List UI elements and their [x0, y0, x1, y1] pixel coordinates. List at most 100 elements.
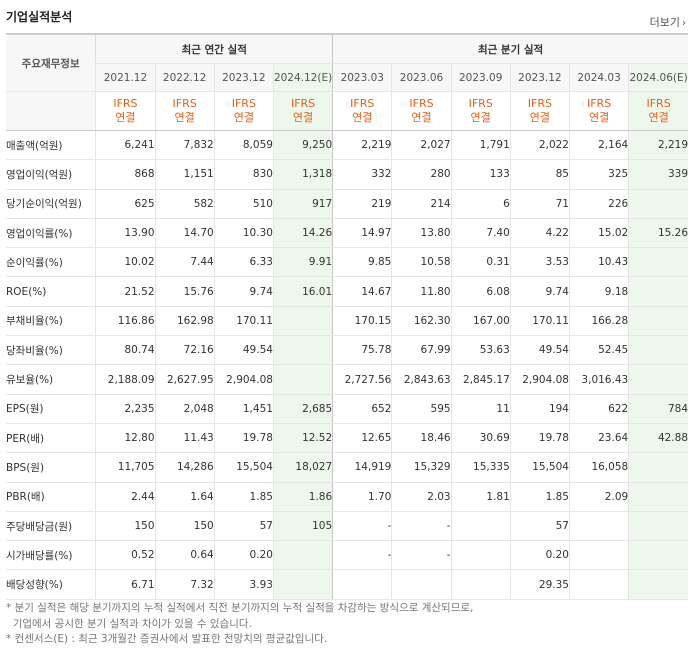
- table-cell: [391, 569, 452, 600]
- table-cell: 16.01: [272, 276, 333, 307]
- table-cell: 9.18: [568, 276, 629, 307]
- consolidated-text: 연결: [470, 111, 491, 124]
- table-cell: 80.74: [95, 335, 156, 366]
- period-header: 2024.03: [568, 63, 629, 92]
- table-cell: 332: [332, 159, 392, 190]
- row-label: 당기순이익(억원): [6, 189, 96, 219]
- table-cell: 170.11: [213, 305, 274, 337]
- ifrs-text: IFRS: [527, 97, 552, 110]
- footnote-1: * 분기 실적은 해당 분기까지의 누적 실적에서 직전 분기까지의 누적 실적…: [6, 602, 474, 614]
- table-cell: 3.53: [509, 247, 570, 278]
- table-cell: 15,335: [450, 452, 511, 483]
- table-cell: 16,058: [568, 452, 629, 483]
- table-cell: [332, 569, 392, 600]
- table-cell: 1,318: [272, 159, 333, 190]
- table-cell: 2,188.09: [95, 364, 156, 395]
- table-cell: 1,451: [213, 393, 274, 424]
- row-label: 시가배당률(%): [6, 540, 96, 571]
- table-cell: [272, 540, 333, 571]
- table-cell: 830: [213, 159, 274, 190]
- table-cell: 19.78: [213, 423, 274, 454]
- ifrs-text: IFRS: [350, 97, 375, 110]
- table-cell: 14,919: [332, 452, 392, 483]
- table-cell: 57: [509, 510, 570, 542]
- table-row: 시가배당률(%) 0.52 0.64 0.20- -0.20: [6, 540, 688, 571]
- ifrs-label: IFRS 연결: [272, 91, 333, 131]
- table-cell: 2,627.95: [154, 364, 215, 395]
- table-cell: 0.64: [154, 540, 215, 571]
- table-cell: 14.26: [272, 217, 333, 249]
- table-cell: 29.35: [509, 569, 570, 600]
- table-cell: 280: [391, 159, 452, 190]
- table-cell: 9.74: [213, 276, 274, 307]
- table-cell: -: [391, 510, 452, 542]
- stub-header: 주요재무정보: [6, 33, 96, 92]
- table-row: 주당배당금(원) 150 150 57 105- -57: [6, 510, 688, 542]
- table-cell: 1,791: [450, 130, 511, 161]
- ifrs-text: IFRS: [113, 97, 138, 110]
- table-row: 순이익률(%) 10.02 7.44 6.33 9.91 9.85 10.58 0.31 3.5…: [6, 247, 688, 278]
- more-link[interactable]: 더보기 ›: [650, 14, 686, 30]
- table-cell: 52.45: [568, 335, 629, 366]
- table-cell: 19.78: [509, 423, 570, 454]
- table-cell: 15.76: [154, 276, 215, 307]
- ifrs-label: IFRS 연결: [568, 91, 629, 131]
- table-cell: 170.11: [509, 305, 570, 337]
- table-cell: [628, 276, 688, 307]
- table-row: ROE(%) 21.52 15.76 9.74 16.01 14.67 11.80 6.08 9…: [6, 276, 688, 307]
- table-cell: [450, 569, 511, 600]
- ifrs-text: IFRS: [468, 97, 493, 110]
- consolidated-text: 연결: [292, 111, 314, 124]
- ifrs-text: IFRS: [290, 97, 316, 110]
- table-cell: 11,705: [95, 452, 156, 483]
- period-header: 2023.09: [450, 63, 511, 92]
- period-header: 2021.12: [95, 63, 156, 92]
- table-cell: 4.22: [509, 217, 570, 249]
- ifrs-label: IFRS 연결: [213, 91, 274, 131]
- table-cell: [568, 540, 629, 571]
- table-cell: 57: [213, 510, 274, 542]
- table-cell: 219: [332, 189, 392, 219]
- table-cell: 15,504: [509, 452, 570, 483]
- table-cell: 2,904.08: [213, 364, 274, 395]
- table-row: BPS(원) 11,705 14,286 15,504 18,027 14,919 15,3…: [6, 452, 688, 483]
- table-cell: 2.03: [391, 482, 452, 512]
- more-label: 더보기: [649, 16, 680, 29]
- table-cell: 2,219: [332, 130, 392, 161]
- table-cell: 13.80: [391, 217, 452, 249]
- table-row: 당기순이익(억원) 625 582 510 917 219 214 6 71 226: [6, 189, 688, 219]
- table-cell: [272, 569, 333, 600]
- ifrs-text: IFRS: [586, 97, 612, 110]
- table-cell: 15.26: [628, 217, 688, 249]
- period-header: 2023.06: [391, 63, 452, 92]
- table-cell: -: [332, 540, 392, 571]
- table-cell: 170.15: [332, 305, 392, 337]
- row-label: 순이익률(%): [6, 247, 96, 278]
- table-cell: 23.64: [568, 423, 629, 454]
- ifrs-text: IFRS: [231, 97, 256, 110]
- table-cell: [450, 510, 511, 542]
- table-cell: 13.90: [95, 217, 156, 249]
- table-row: 매출액(억원) 6,241 7,832 8,059 9,250 2,219 2,027 1,7…: [6, 130, 688, 161]
- table-row: 배당성향(%) 6.71 7.32 3.93 29.35: [6, 569, 688, 600]
- table-cell: 11: [450, 393, 511, 424]
- table-cell: 49.54: [213, 335, 274, 366]
- table-cell: 339: [628, 159, 688, 190]
- table-row: 유보율(%) 2,188.09 2,627.95 2,904.08 2,727.56 2,…: [6, 364, 688, 395]
- table-cell: 21.52: [95, 276, 156, 307]
- table-cell: 166.28: [568, 305, 629, 337]
- table-cell: 6.08: [450, 276, 511, 307]
- table-cell: 595: [391, 393, 452, 424]
- table-cell: 1.85: [213, 482, 274, 512]
- consolidated-text: 연결: [233, 111, 254, 124]
- ifrs-label: IFRS 연결: [628, 91, 688, 131]
- table-cell: 6,241: [95, 130, 156, 161]
- ifrs-label: IFRS 연결: [154, 91, 215, 131]
- row-label: 주당배당금(원): [6, 510, 96, 542]
- table-cell: 10.58: [391, 247, 452, 278]
- table-cell: 7,832: [154, 130, 215, 161]
- row-label: PBR(배): [6, 482, 96, 512]
- period-header: 2022.12: [154, 63, 215, 92]
- period-header: 2023.03: [332, 63, 392, 92]
- table-cell: 150: [154, 510, 215, 542]
